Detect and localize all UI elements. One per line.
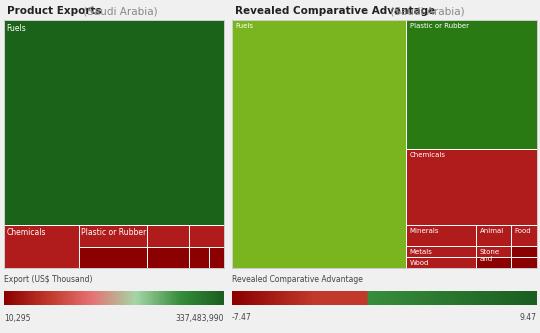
Bar [79, 224, 147, 247]
Bar [147, 247, 189, 268]
Text: (Saudi Arabia): (Saudi Arabia) [79, 6, 157, 16]
Bar [476, 257, 511, 268]
Text: Product Exports: Product Exports [6, 6, 102, 16]
Text: Plastic or Rubber: Plastic or Rubber [409, 23, 469, 29]
Bar [79, 247, 147, 268]
Text: Wood: Wood [409, 260, 429, 266]
Bar [406, 20, 537, 149]
Bar [476, 224, 511, 246]
Text: Food: Food [515, 227, 531, 233]
Bar [406, 246, 476, 257]
Bar [232, 20, 406, 268]
Text: Fuels: Fuels [6, 24, 26, 33]
Text: (Saudi Arabia): (Saudi Arabia) [387, 6, 464, 16]
Bar [476, 246, 511, 257]
Text: Revealed Comparative Advantage: Revealed Comparative Advantage [232, 275, 363, 284]
Bar [147, 224, 189, 247]
Bar [511, 224, 537, 246]
Text: 10,295: 10,295 [4, 313, 30, 322]
Text: Animal: Animal [480, 227, 504, 233]
Text: 9.47: 9.47 [520, 313, 537, 322]
Text: Stone
and: Stone and [480, 249, 500, 262]
Text: Metals: Metals [409, 249, 433, 255]
Text: 337,483,990: 337,483,990 [176, 313, 224, 322]
Bar [511, 257, 537, 268]
Bar [4, 20, 224, 224]
Text: Export (US$ Thousand): Export (US$ Thousand) [4, 275, 92, 284]
Text: Plastic or Rubber: Plastic or Rubber [82, 228, 147, 237]
Bar [189, 247, 208, 268]
Text: -7.47: -7.47 [232, 313, 252, 322]
Bar [189, 224, 224, 247]
Bar [208, 247, 224, 268]
Text: Fuels: Fuels [235, 23, 254, 29]
Bar [4, 224, 79, 268]
Text: Chemicals: Chemicals [409, 152, 445, 158]
Bar [511, 246, 537, 257]
Bar [406, 224, 476, 246]
Text: Chemicals: Chemicals [6, 228, 46, 237]
Text: Revealed Comparative Advantage: Revealed Comparative Advantage [235, 6, 435, 16]
Text: Minerals: Minerals [409, 227, 439, 233]
Bar [406, 257, 476, 268]
Bar [406, 149, 537, 224]
